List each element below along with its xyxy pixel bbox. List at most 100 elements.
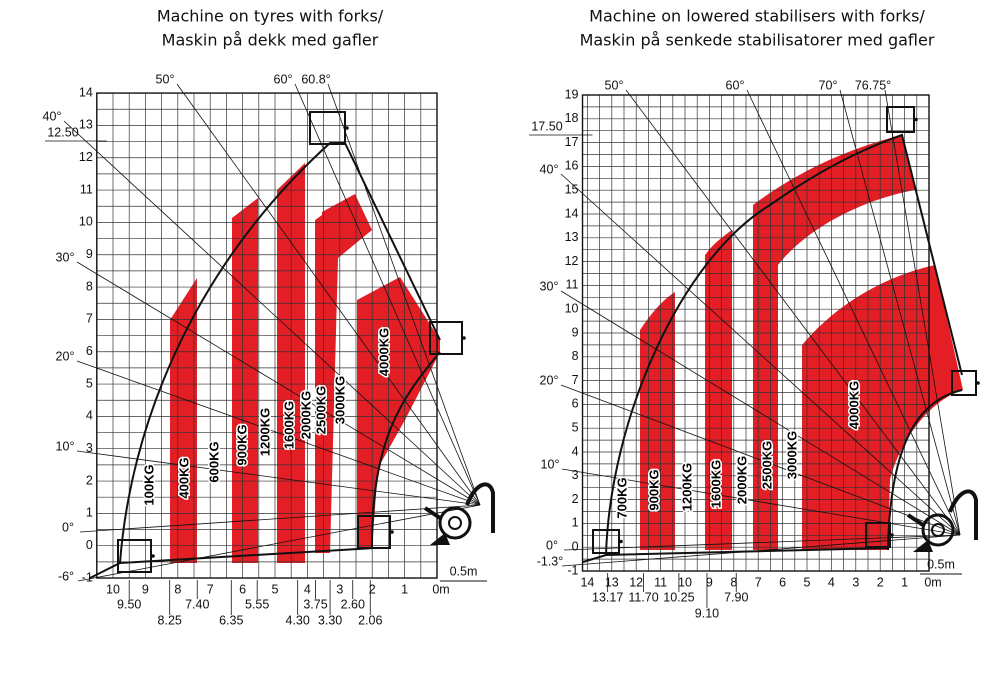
y-tick-label: -1 (82, 570, 93, 584)
machine-wheel (931, 523, 945, 537)
load-zone (753, 135, 915, 550)
angle-line (746, 89, 961, 536)
load-label: 4000KG (846, 381, 861, 429)
angle-line (625, 89, 961, 536)
x-sub-label: 3.75 (303, 597, 327, 611)
machine-wheel (438, 506, 472, 540)
fork-pin (619, 539, 623, 544)
panel-title: Machine on lowered stabilisers with fork… (589, 7, 925, 26)
angle-label: 20° (540, 373, 559, 387)
x-tick-label: 1 (401, 582, 408, 596)
x-tick-label: 1 (901, 575, 908, 589)
y-tick-label: 10 (79, 215, 93, 229)
angle-label: -1.3° (537, 554, 564, 568)
envelope (89, 547, 376, 579)
y-tick-label: 2 (86, 473, 93, 487)
load-zone (315, 194, 372, 553)
y-tick-label: 14 (79, 85, 93, 99)
scale-label: 0.5m (450, 564, 478, 578)
y-tick-label: 4 (572, 444, 579, 458)
x-sub-label: 13.17 (592, 590, 623, 604)
y-tick-label: 17 (565, 135, 579, 149)
x-sub-label: 3.30 (318, 613, 342, 627)
x-tick-label: 8 (174, 582, 181, 596)
x-tick-label: 4 (304, 582, 311, 596)
angle-line (76, 450, 481, 506)
load-label: 400KG (176, 457, 191, 498)
x-tick-label: 14 (580, 575, 594, 589)
angle-label: 30° (56, 250, 75, 264)
load-label: 2000KG (734, 456, 749, 504)
load-zone (802, 265, 963, 550)
x-tick-label: 13 (605, 575, 619, 589)
x-tick-label: 4 (828, 575, 835, 589)
y-tick-label: 1 (572, 516, 579, 530)
fork-pin (976, 381, 980, 385)
machine-body (423, 482, 495, 533)
grid-frame (581, 94, 930, 572)
angle-label: 0° (62, 520, 74, 534)
angle-line (79, 504, 481, 533)
angle-label: 40° (43, 109, 62, 123)
y-tick-label: 7 (572, 373, 579, 387)
angle-label: 10° (56, 439, 75, 453)
x-sub-label: 8.25 (158, 613, 182, 627)
x-tick-label: 7 (755, 575, 762, 589)
x-tick-label: 12 (629, 575, 643, 589)
x-tick-label: 10 (106, 582, 120, 596)
angle-label: 60.8° (301, 72, 330, 86)
fork-carriage (951, 370, 977, 396)
load-label: 1200KG (257, 408, 272, 456)
load-label: 3000KG (332, 376, 347, 424)
y-tick-label: 8 (572, 349, 579, 363)
machine-wheel (448, 516, 462, 530)
angle-line (76, 261, 481, 506)
load-label: 1600KG (281, 401, 296, 449)
envelope (119, 142, 441, 564)
angle-line (560, 290, 961, 536)
x-sub-label: 9.50 (117, 597, 141, 611)
load-label: 700KG (614, 477, 629, 518)
fork-carriage (117, 539, 152, 573)
envelope (605, 133, 963, 556)
y-tick-label: 13 (565, 230, 579, 244)
y-tick-label: 0 (86, 538, 93, 552)
fork-carriage (357, 515, 391, 549)
y-tick-label: 9 (572, 325, 579, 339)
y-tick-label: 13 (79, 118, 93, 132)
x-tick-label: 6 (239, 582, 246, 596)
fork-pin (914, 117, 918, 122)
x-tick-label: 6 (779, 575, 786, 589)
x-sub-label: 5.55 (245, 597, 269, 611)
fork-pin (151, 554, 155, 558)
x-tick-label: 5 (804, 575, 811, 589)
x-tick-label: 10 (678, 575, 692, 589)
x-sub-label: 2.06 (358, 613, 382, 627)
load-label: 900KG (234, 424, 249, 465)
panel: Machine on lowered stabilisers with fork… (529, 7, 980, 620)
angle-label: 60° (274, 72, 293, 86)
load-label: 3000KG (784, 431, 799, 479)
y-tick-label: 10 (565, 301, 579, 315)
envelope (371, 351, 441, 549)
y-tick-label: 1 (86, 506, 93, 520)
angle-label: 50° (156, 72, 175, 86)
angle-line (560, 173, 961, 536)
angle-label: 30° (540, 279, 559, 293)
fork-carriage (429, 321, 463, 355)
x-tick-label: 11 (654, 575, 667, 589)
y-tick-label: 15 (565, 182, 579, 196)
x-tick-label: 3 (852, 575, 859, 589)
load-label: 600KG (206, 441, 221, 482)
x-sub-label: 2.60 (341, 597, 365, 611)
y-tick-label: 6 (572, 397, 579, 411)
angle-label: 40° (540, 162, 559, 176)
load-label: 2500KG (313, 386, 328, 434)
x-sub-label: 6.35 (219, 613, 243, 627)
machine-foot (913, 540, 933, 552)
angle-line (839, 89, 961, 536)
fork-carriage (865, 522, 891, 548)
x-sub-label: 10.25 (663, 590, 694, 604)
fork-carriage (592, 529, 620, 554)
